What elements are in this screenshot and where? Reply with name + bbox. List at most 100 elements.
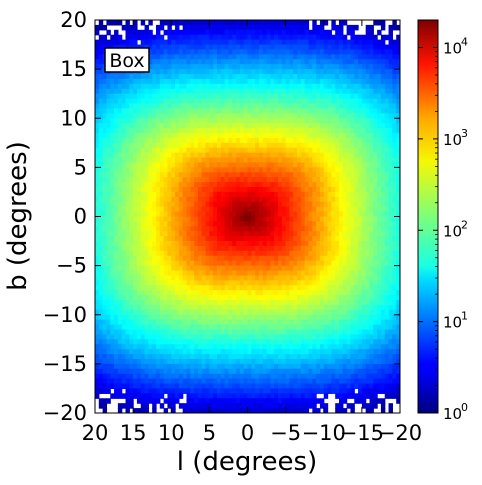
heatmap-bin [262,78,268,85]
heatmap-bin [342,314,348,321]
heatmap-bin [190,128,195,134]
heatmap-bin [339,152,344,159]
heatmap-bin [266,280,271,286]
heatmap-bin [152,88,157,95]
heatmap-bin [312,132,317,139]
heatmap-bin [323,69,329,75]
heatmap-bin [175,88,180,95]
heatmap-bin [392,172,397,178]
heatmap-bin [274,309,279,316]
heatmap-bin [251,157,256,164]
heatmap-bin [377,196,382,203]
heatmap-bin [339,241,344,247]
heatmap-bin [239,167,245,173]
heatmap-bin [148,118,153,124]
heatmap-bin [262,324,268,331]
heatmap-bin [224,295,230,301]
heatmap-bin [213,309,218,316]
heatmap-bin [163,44,169,51]
heatmap-bin [308,177,313,183]
heatmap-bin [159,103,165,110]
heatmap-bin [243,314,249,321]
heatmap-bin [114,20,119,26]
heatmap-bin [335,319,340,326]
heatmap-bin [369,93,374,100]
heatmap-bin [335,49,340,55]
heatmap-bin [384,226,390,232]
heatmap-bin [144,265,149,272]
heatmap-bin [171,59,176,65]
heatmap-bin [114,270,119,277]
heatmap-bin [182,157,188,164]
heatmap-bin [224,128,230,134]
heatmap-bin [304,142,310,149]
heatmap-bin [350,162,355,168]
heatmap-bin [270,241,275,247]
heatmap-bin [209,201,214,208]
heatmap-bin [243,123,249,129]
heatmap-bin [274,20,279,26]
heatmap-bin [213,196,218,203]
heatmap-bin [278,304,283,311]
heatmap-bin [98,211,104,218]
heatmap-bin [213,132,218,139]
heatmap-bin [140,300,146,306]
heatmap-bin [358,201,363,208]
heatmap-bin [197,270,203,277]
heatmap-bin [224,132,230,139]
heatmap-bin [274,93,279,100]
heatmap-bin [281,118,287,124]
heatmap-bin [175,64,180,70]
heatmap-bin [220,24,226,31]
heatmap-bin [377,236,382,242]
heatmap-bin [106,245,111,252]
heatmap-bin [194,78,199,85]
heatmap-bin [323,250,329,257]
heatmap-bin [224,123,230,129]
heatmap-bin [319,29,325,36]
heatmap-bin [346,157,352,164]
heatmap-bin [117,300,123,306]
heatmap-bin [236,49,241,55]
heatmap-bin [358,128,363,134]
heatmap-bin [102,132,108,139]
heatmap-bin [220,309,226,316]
heatmap-bin [110,206,115,213]
heatmap-bin [213,83,218,90]
heatmap-bin [98,319,104,326]
heatmap-bin [144,241,149,247]
heatmap-bin [194,108,199,114]
heatmap-bin [281,221,287,227]
heatmap-bin [319,265,325,272]
heatmap-bin [182,83,188,90]
heatmap-bin [163,280,169,286]
heatmap-bin [300,206,306,213]
heatmap-bin [327,152,332,159]
heatmap-bin [354,152,359,159]
heatmap-bin [278,226,283,232]
heatmap-bin [346,113,352,119]
heatmap-bin [224,162,230,168]
heatmap-bin [361,157,367,164]
heatmap-bin [156,216,161,223]
heatmap-bin [396,167,400,173]
heatmap-bin [167,309,172,316]
heatmap-bin [380,147,386,154]
heatmap-bin [152,172,157,178]
heatmap-bin [388,137,393,144]
heatmap-bin [220,39,226,46]
heatmap-bin [121,236,127,242]
heatmap-bin [377,245,382,252]
heatmap-bin [342,83,348,90]
heatmap-bin [232,147,237,154]
heatmap-bin [232,265,237,272]
heatmap-bin [106,113,111,119]
heatmap-bin [186,78,191,85]
heatmap-bin [236,98,241,105]
heatmap-bin [361,162,367,168]
heatmap-bin [148,250,153,257]
heatmap-bin [121,290,127,296]
heatmap-bin [335,162,340,168]
heatmap-bin [121,280,127,286]
heatmap-bin [239,285,245,291]
